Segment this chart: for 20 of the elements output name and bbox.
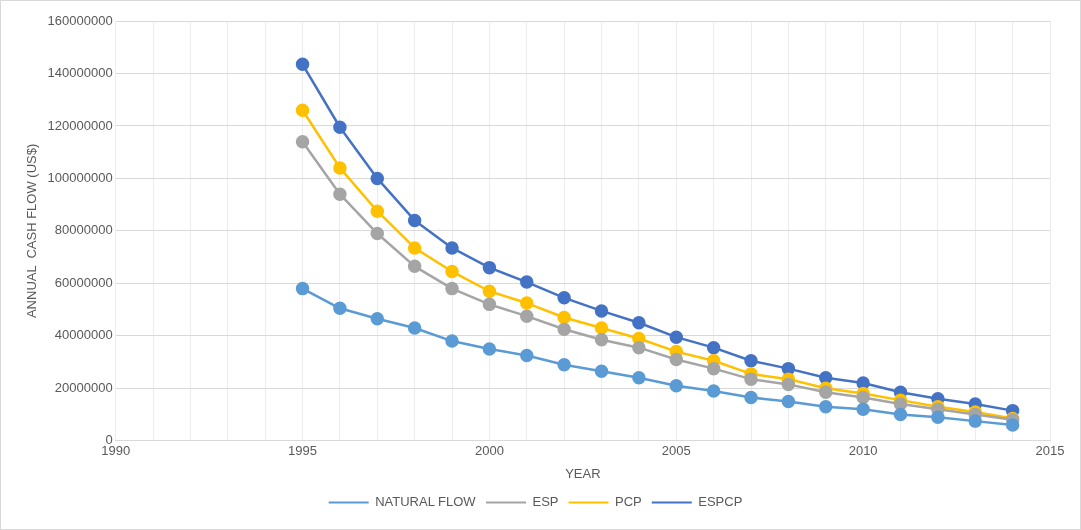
y-tick-label: 160000000: [47, 12, 113, 28]
x-tick-label: 1990: [101, 443, 131, 459]
y-tick-label: 60000000: [54, 274, 113, 290]
y-tick-label: 120000000: [47, 117, 113, 133]
y-tick-label: 100000000: [47, 170, 113, 185]
x-tick-label: 2010: [848, 443, 878, 459]
y-tick-label: 20000000: [54, 379, 113, 395]
legend-label: ESPCP: [698, 494, 743, 510]
legend-label: NATURAL FLOW: [375, 494, 477, 510]
x-tick-label: 1995: [288, 443, 317, 459]
y-tick-label: 40000000: [54, 327, 113, 343]
x-tick-label: 2000: [474, 443, 504, 459]
y-tick-label: 80000000: [54, 222, 113, 238]
legend-label: PCP: [615, 494, 642, 510]
x-tick-label: 2015: [1035, 443, 1065, 459]
x-tick-label: 2005: [661, 443, 691, 459]
y-tick-label: 140000000: [47, 65, 113, 81]
y-axis-title: ANNUAL CASH FLOW (US$): [24, 143, 40, 319]
x-axis-title: YEAR: [565, 465, 601, 481]
legend-label: ESP: [532, 494, 559, 510]
